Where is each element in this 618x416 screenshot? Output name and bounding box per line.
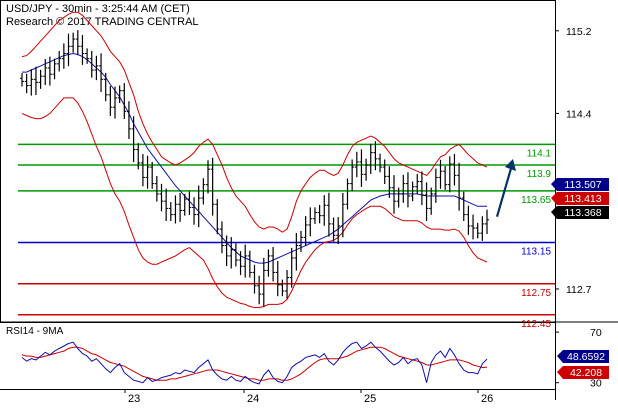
level-label: 113.9 [527,169,552,180]
rsi-value-badge [563,350,609,363]
chart-title: USD/JPY - 30min - 3:25:44 AM (CET) [6,3,190,15]
rsi-value-badge [563,366,609,379]
level-label: 112.75 [521,288,551,299]
forecast-arrow-shaft [495,164,514,217]
rsi-value-badge-label: 48.6592 [567,351,605,363]
date-axis-label: 25 [364,393,376,405]
rsi-value-badge-pointer [557,350,563,363]
price-badge [557,178,609,191]
bollinger-upper-band [21,11,488,233]
level-label: 114.1 [527,148,552,159]
moving-average-line [22,52,487,264]
price-badge-pointer [551,178,557,191]
price-badge [557,206,609,219]
price-badge-label: 113.507 [564,179,601,191]
price-badge-pointer [551,206,557,219]
price-badge-label: 113.413 [564,193,601,205]
chart-credit: Research © 2017 TRADING CENTRAL [6,16,199,28]
price-axis-label: 114.4 [566,108,592,120]
rsi-panel-title: RSI14 - 9MA [6,326,64,337]
price-badge [557,192,609,205]
rsi-value-badge-pointer [557,366,563,379]
rsi-moving-average-line [21,346,488,381]
date-axis-label: 24 [247,393,259,405]
price-axis-label: 112.7 [566,284,592,296]
rsi-value-badge-label: 42.208 [570,367,602,379]
price-badge-pointer [551,192,557,205]
level-label: 113.15 [521,246,551,257]
rsi-axis-label: 70 [590,327,602,339]
rsi-axis-label: 30 [590,378,602,390]
level-label: 112.45 [521,319,551,330]
bollinger-lower-band [21,97,488,308]
date-axis-label: 26 [481,393,493,405]
rsi-line [21,341,488,385]
level-label: 113.65 [521,195,551,206]
forecast-arrow-head [505,159,516,172]
price-axis-label: 115.2 [566,26,592,38]
date-axis-label: 23 [128,393,140,405]
price-badge-label: 113.368 [564,207,601,219]
